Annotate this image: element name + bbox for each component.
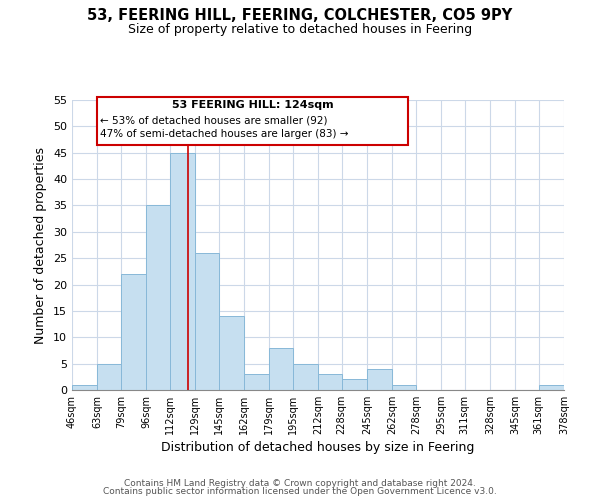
Bar xyxy=(392,384,416,390)
FancyBboxPatch shape xyxy=(97,98,409,145)
Y-axis label: Number of detached properties: Number of detached properties xyxy=(34,146,47,344)
Bar xyxy=(539,384,564,390)
Bar xyxy=(367,369,392,390)
Bar xyxy=(269,348,293,390)
Bar xyxy=(219,316,244,390)
Bar xyxy=(244,374,269,390)
Bar xyxy=(318,374,342,390)
Text: 47% of semi-detached houses are larger (83) →: 47% of semi-detached houses are larger (… xyxy=(100,129,349,139)
Text: Size of property relative to detached houses in Feering: Size of property relative to detached ho… xyxy=(128,22,472,36)
Bar xyxy=(146,206,170,390)
Bar xyxy=(293,364,318,390)
Text: Contains HM Land Registry data © Crown copyright and database right 2024.: Contains HM Land Registry data © Crown c… xyxy=(124,478,476,488)
Bar xyxy=(121,274,146,390)
Text: ← 53% of detached houses are smaller (92): ← 53% of detached houses are smaller (92… xyxy=(100,116,328,126)
Bar xyxy=(170,152,195,390)
Text: 53 FEERING HILL: 124sqm: 53 FEERING HILL: 124sqm xyxy=(172,100,334,110)
Bar xyxy=(72,384,97,390)
X-axis label: Distribution of detached houses by size in Feering: Distribution of detached houses by size … xyxy=(161,441,475,454)
Bar xyxy=(195,253,219,390)
Text: Contains public sector information licensed under the Open Government Licence v3: Contains public sector information licen… xyxy=(103,487,497,496)
Bar xyxy=(97,364,121,390)
Bar xyxy=(342,380,367,390)
Text: 53, FEERING HILL, FEERING, COLCHESTER, CO5 9PY: 53, FEERING HILL, FEERING, COLCHESTER, C… xyxy=(88,8,512,22)
